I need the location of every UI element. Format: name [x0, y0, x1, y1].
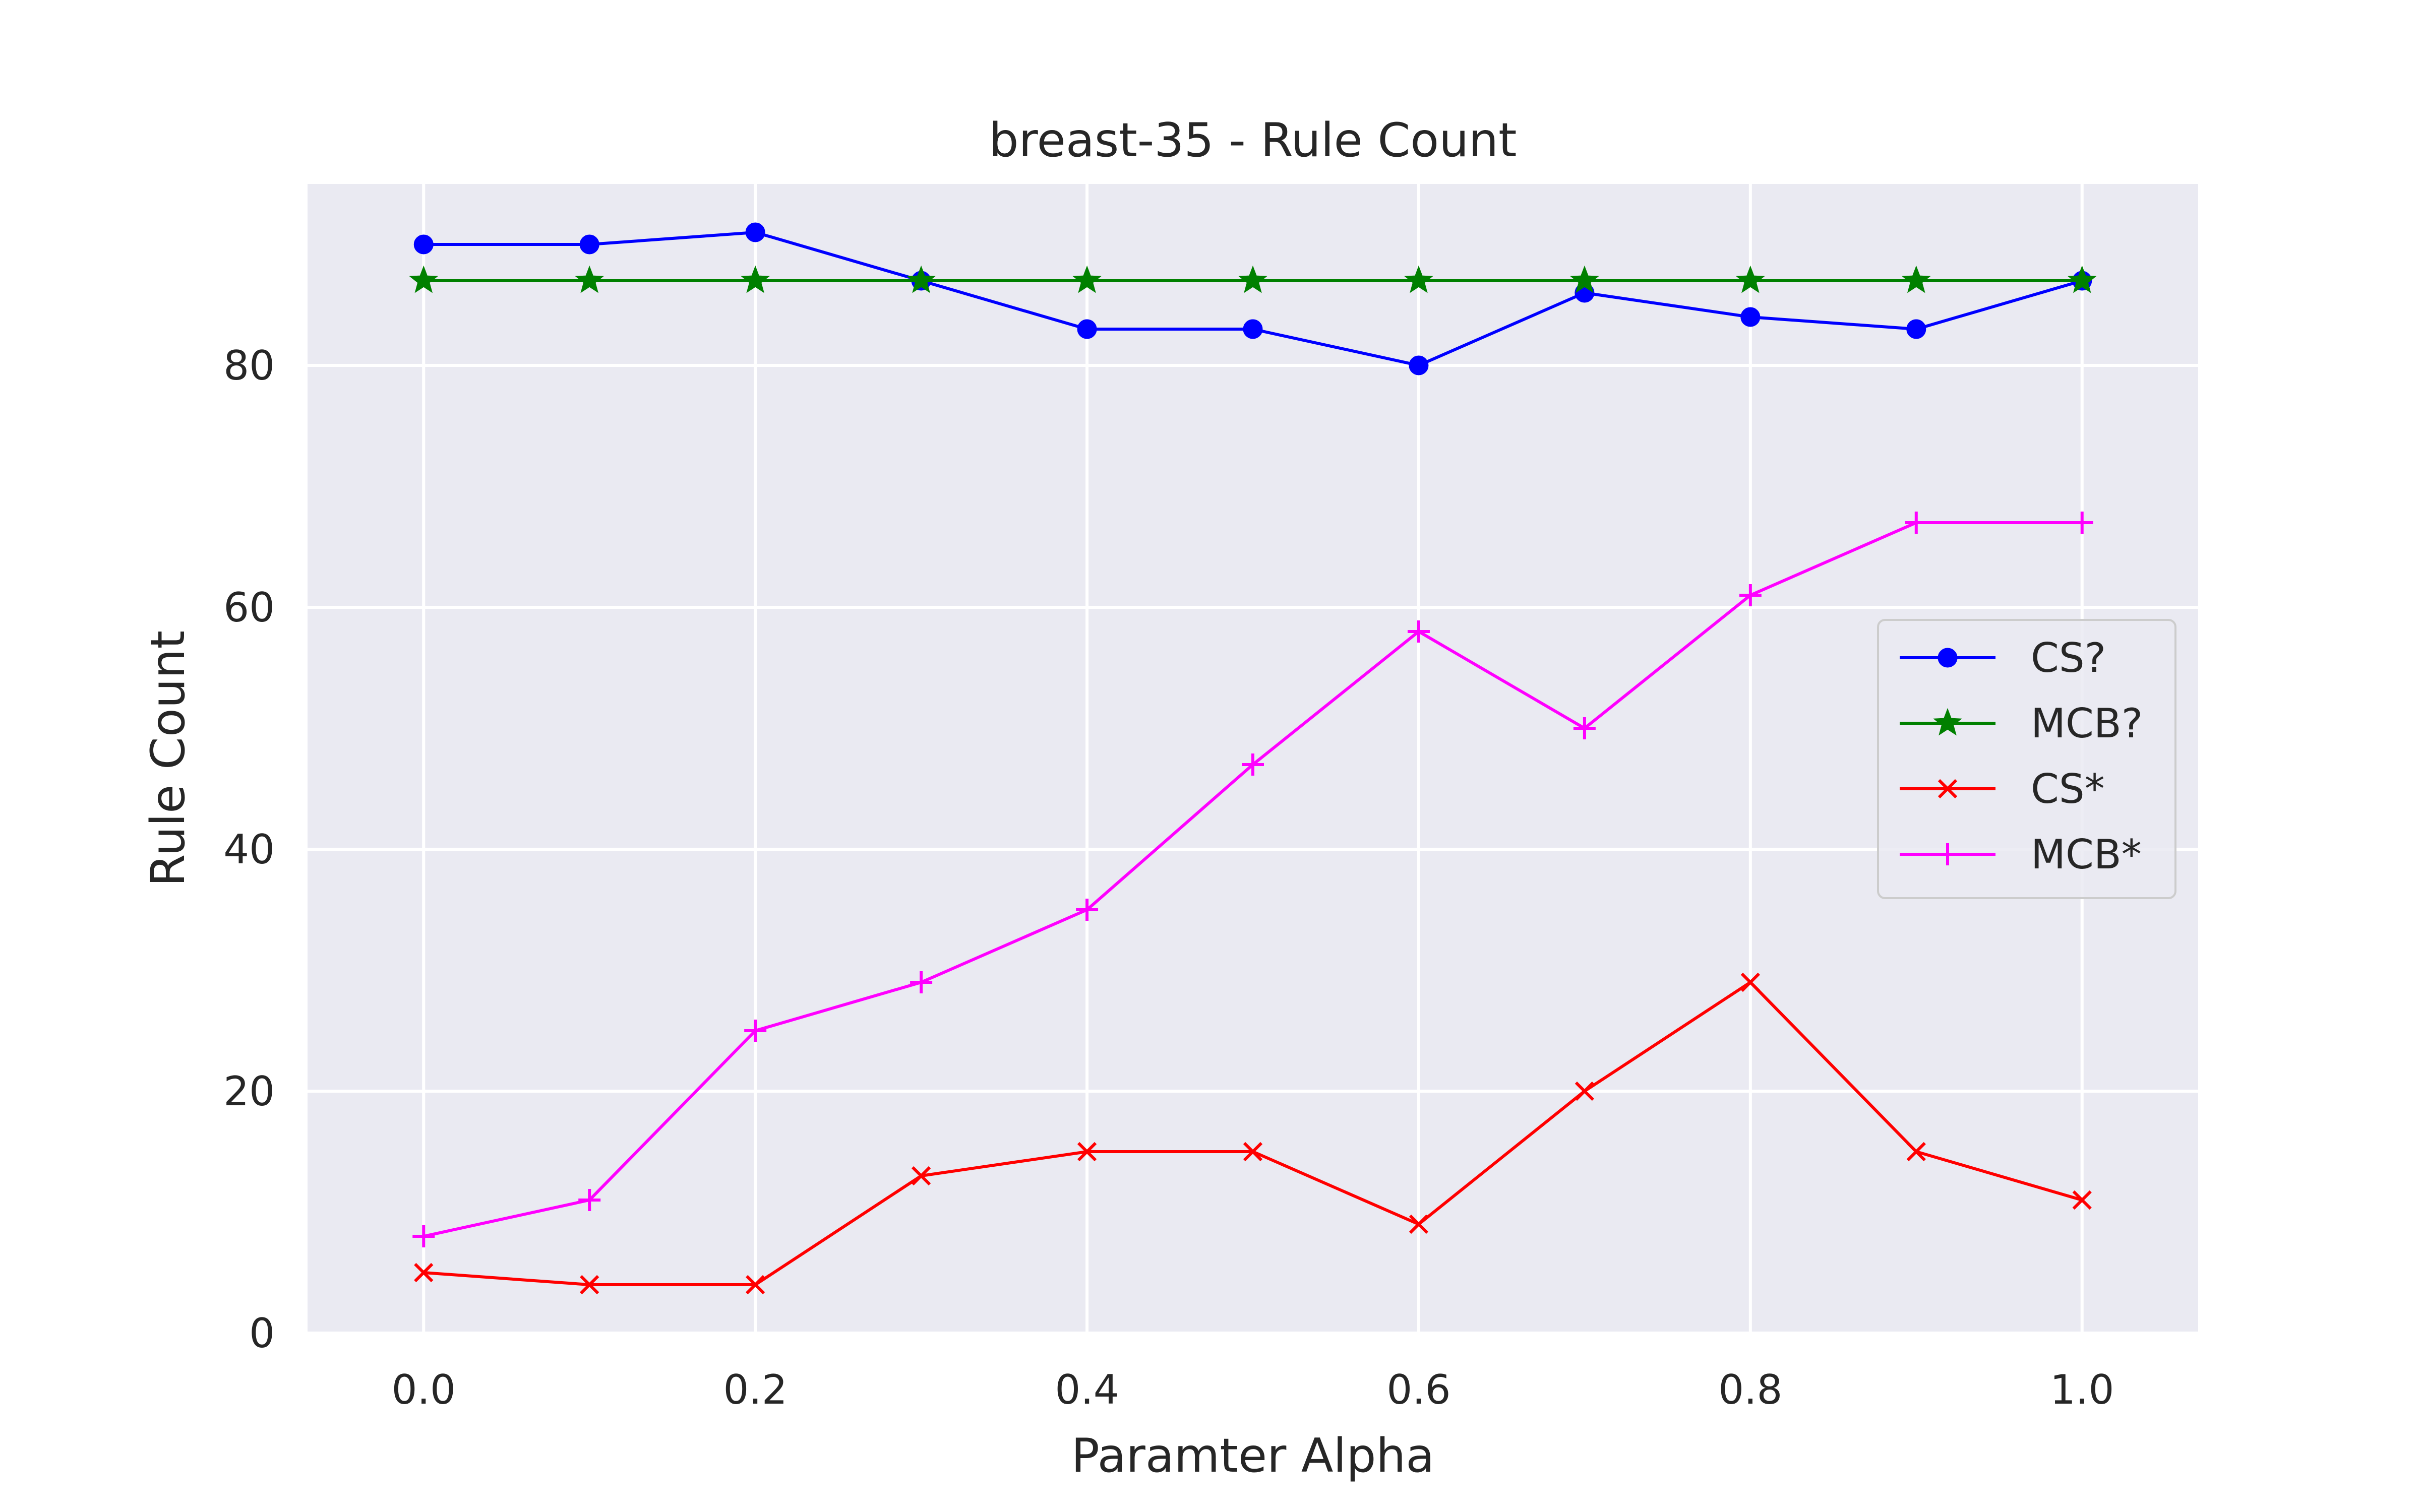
- data-point: [409, 265, 439, 293]
- series-1: [409, 265, 2097, 293]
- data-point: [744, 1020, 767, 1042]
- data-point: [1076, 899, 1099, 921]
- data-point: [1409, 355, 1429, 375]
- data-point: [746, 1275, 765, 1295]
- data-point: [1243, 1142, 1263, 1162]
- legend-label: CS*: [2031, 766, 2105, 812]
- data-point: [1242, 753, 1264, 776]
- data-point: [578, 1189, 601, 1211]
- data-point: [745, 222, 765, 242]
- data-point: [1409, 1214, 1429, 1234]
- series-2: [414, 972, 2092, 1295]
- data-point: [1739, 584, 1762, 606]
- data-point: [2072, 1190, 2092, 1210]
- data-point: [412, 1225, 435, 1247]
- data-point: [1072, 265, 1102, 293]
- y-tick-label: 80: [223, 342, 275, 389]
- x-tick-label: 0.8: [1718, 1366, 1782, 1413]
- data-point: [1740, 307, 1761, 327]
- data-point: [413, 234, 434, 255]
- series-group: [409, 222, 2097, 1295]
- series-3: [412, 512, 2093, 1247]
- data-point: [579, 234, 599, 255]
- data-point: [1736, 265, 1765, 293]
- data-point: [906, 265, 936, 293]
- tick-labels: 0.0 0.2 0.4 0.6 0.8 1.0 0 20 40 60 80: [223, 342, 2114, 1413]
- data-point: [1906, 1142, 1926, 1162]
- legend-items: CS? MCB? CS* MCB*: [1900, 635, 2143, 878]
- legend: CS? MCB? CS* MCB*: [1877, 619, 2176, 899]
- data-point: [580, 1275, 599, 1295]
- data-point: [1243, 319, 1263, 339]
- legend-label: MCB*: [2031, 831, 2142, 878]
- data-point: [1570, 265, 1599, 293]
- data-point: [1575, 1081, 1595, 1101]
- data-point: [741, 265, 770, 293]
- y-axis-label: Rule Count: [141, 631, 195, 887]
- grid-lines: [308, 184, 2198, 1335]
- legend-item: CS?: [1900, 635, 2106, 681]
- x-tick-label: 1.0: [2050, 1366, 2114, 1413]
- data-point: [2071, 512, 2093, 534]
- data-point: [1740, 972, 1760, 992]
- data-point: [1077, 319, 1097, 339]
- data-point: [1238, 265, 1267, 293]
- data-point: [1902, 265, 1931, 293]
- legend-marker: [1937, 843, 1959, 865]
- data-point: [1905, 512, 1927, 534]
- data-point: [575, 265, 604, 293]
- legend-label: CS?: [2031, 635, 2106, 681]
- legend-box: [1877, 619, 2176, 899]
- legend-marker: [1933, 708, 1962, 736]
- x-tick-label: 0.4: [1055, 1366, 1119, 1413]
- y-tick-label: 60: [223, 584, 275, 631]
- legend-marker: [1938, 648, 1958, 668]
- legend-marker: [1938, 779, 1958, 799]
- x-tick-label: 0.6: [1386, 1366, 1450, 1413]
- x-tick-label: 0.0: [392, 1366, 456, 1413]
- y-tick-label: 40: [223, 826, 275, 873]
- data-point: [414, 1263, 434, 1283]
- chart-title: breast-35 - Rule Count: [989, 113, 1517, 167]
- data-point: [1404, 265, 1433, 293]
- data-point: [2067, 265, 2097, 293]
- legend-label: MCB?: [2031, 700, 2143, 747]
- y-tick-label: 0: [249, 1310, 275, 1357]
- legend-item: MCB*: [1900, 831, 2142, 878]
- data-point: [1906, 319, 1926, 339]
- legend-item: CS*: [1900, 766, 2105, 812]
- data-point: [911, 1166, 931, 1186]
- legend-item: MCB?: [1900, 700, 2143, 747]
- data-point: [1407, 620, 1430, 643]
- x-axis-label: Paramter Alpha: [1071, 1428, 1435, 1483]
- data-point: [1077, 1142, 1097, 1162]
- x-tick-label: 0.2: [723, 1366, 788, 1413]
- data-point: [1573, 717, 1596, 739]
- data-point: [910, 971, 933, 993]
- y-tick-label: 20: [223, 1068, 275, 1115]
